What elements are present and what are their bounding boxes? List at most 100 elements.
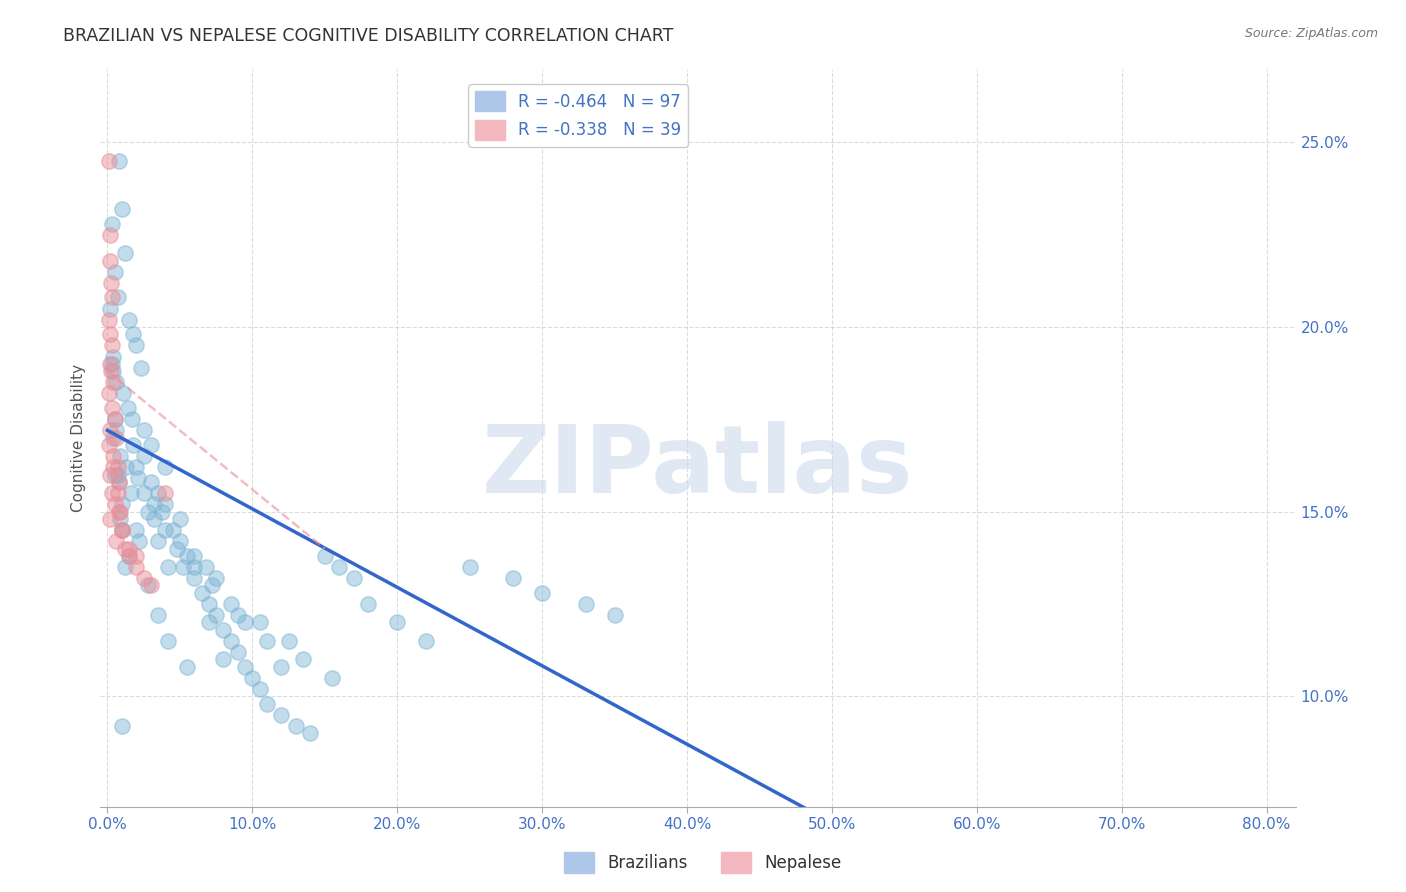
Point	[101, 449, 124, 463]
Point	[162, 523, 184, 537]
Point	[112, 386, 135, 401]
Point	[146, 534, 169, 549]
Y-axis label: Cognitive Disability: Cognitive Disability	[72, 364, 86, 512]
Point	[120, 486, 142, 500]
Point	[105, 376, 128, 390]
Point	[219, 597, 242, 611]
Point	[122, 438, 145, 452]
Legend: R = -0.464   N = 97, R = -0.338   N = 39: R = -0.464 N = 97, R = -0.338 N = 39	[468, 84, 688, 146]
Point	[127, 471, 149, 485]
Point	[256, 633, 278, 648]
Point	[125, 460, 148, 475]
Point	[142, 497, 165, 511]
Point	[157, 560, 180, 574]
Point	[233, 659, 256, 673]
Point	[101, 431, 124, 445]
Point	[97, 153, 120, 168]
Point	[270, 659, 292, 673]
Point	[110, 505, 132, 519]
Point	[142, 512, 165, 526]
Point	[502, 571, 524, 585]
Point	[129, 360, 152, 375]
Point	[321, 671, 343, 685]
Point	[117, 401, 139, 416]
Point	[183, 549, 205, 563]
Point	[240, 671, 263, 685]
Point	[132, 449, 155, 463]
Point	[205, 571, 228, 585]
Point	[136, 578, 159, 592]
Point	[328, 560, 350, 574]
Point	[458, 560, 481, 574]
Point	[105, 423, 128, 437]
Point	[270, 707, 292, 722]
Point	[101, 364, 124, 378]
Point	[107, 486, 129, 500]
Point	[132, 486, 155, 500]
Point	[125, 549, 148, 563]
Point	[100, 401, 122, 416]
Point	[108, 475, 131, 489]
Text: ZIPatlas: ZIPatlas	[482, 421, 914, 513]
Point	[110, 512, 132, 526]
Point	[104, 467, 127, 482]
Point	[97, 438, 120, 452]
Point	[155, 486, 177, 500]
Point	[128, 534, 150, 549]
Point	[132, 423, 155, 437]
Point	[115, 460, 138, 475]
Point	[415, 633, 437, 648]
Point	[114, 541, 136, 556]
Point	[100, 290, 122, 304]
Point	[105, 534, 128, 549]
Point	[97, 386, 120, 401]
Point	[111, 202, 134, 216]
Point	[219, 633, 242, 648]
Point	[157, 633, 180, 648]
Point	[166, 541, 188, 556]
Point	[226, 645, 249, 659]
Point	[357, 597, 380, 611]
Point	[121, 412, 143, 426]
Point	[111, 497, 134, 511]
Point	[256, 697, 278, 711]
Text: BRAZILIAN VS NEPALESE COGNITIVE DISABILITY CORRELATION CHART: BRAZILIAN VS NEPALESE COGNITIVE DISABILI…	[63, 27, 673, 45]
Point	[152, 505, 174, 519]
Point	[111, 719, 134, 733]
Point	[139, 438, 162, 452]
Point	[97, 312, 120, 326]
Point	[122, 327, 145, 342]
Point	[183, 571, 205, 585]
Point	[531, 586, 554, 600]
Point	[169, 534, 191, 549]
Point	[212, 652, 235, 666]
Point	[155, 523, 177, 537]
Point	[139, 475, 162, 489]
Point	[125, 338, 148, 352]
Point	[101, 350, 124, 364]
Point	[118, 541, 141, 556]
Point	[100, 486, 122, 500]
Point	[176, 549, 198, 563]
Point	[146, 486, 169, 500]
Point	[249, 615, 271, 630]
Point	[155, 460, 177, 475]
Point	[98, 327, 121, 342]
Point	[603, 607, 626, 622]
Point	[574, 597, 596, 611]
Point	[118, 312, 141, 326]
Point	[101, 376, 124, 390]
Point	[104, 264, 127, 278]
Point	[132, 571, 155, 585]
Point	[343, 571, 366, 585]
Point	[194, 560, 217, 574]
Point	[100, 276, 122, 290]
Point	[190, 586, 212, 600]
Legend: Brazilians, Nepalese: Brazilians, Nepalese	[558, 846, 848, 880]
Point	[111, 523, 134, 537]
Point	[299, 726, 322, 740]
Point	[125, 560, 148, 574]
Point	[277, 633, 299, 648]
Point	[172, 560, 194, 574]
Point	[101, 338, 124, 352]
